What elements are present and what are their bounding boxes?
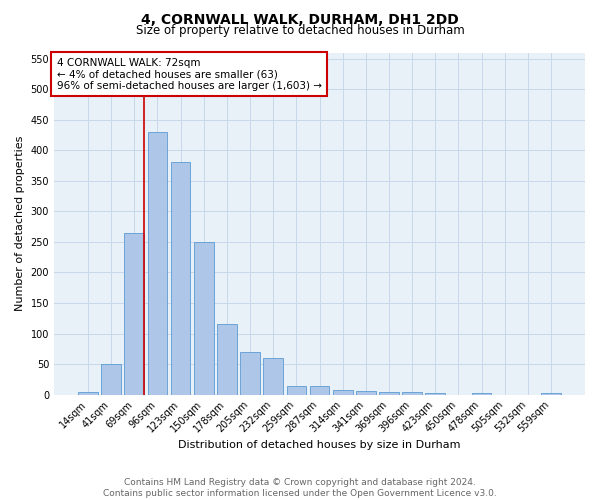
Bar — [356, 391, 376, 394]
Bar — [402, 392, 422, 394]
X-axis label: Distribution of detached houses by size in Durham: Distribution of detached houses by size … — [178, 440, 461, 450]
Text: Size of property relative to detached houses in Durham: Size of property relative to detached ho… — [136, 24, 464, 37]
Bar — [217, 324, 237, 394]
Text: Contains HM Land Registry data © Crown copyright and database right 2024.
Contai: Contains HM Land Registry data © Crown c… — [103, 478, 497, 498]
Text: 4 CORNWALL WALK: 72sqm
← 4% of detached houses are smaller (63)
96% of semi-deta: 4 CORNWALL WALK: 72sqm ← 4% of detached … — [56, 58, 322, 91]
Bar — [148, 132, 167, 394]
Bar — [333, 390, 353, 394]
Bar — [78, 392, 98, 394]
Y-axis label: Number of detached properties: Number of detached properties — [15, 136, 25, 312]
Bar — [101, 364, 121, 394]
Bar — [425, 393, 445, 394]
Text: 4, CORNWALL WALK, DURHAM, DH1 2DD: 4, CORNWALL WALK, DURHAM, DH1 2DD — [141, 12, 459, 26]
Bar — [379, 392, 399, 394]
Bar — [263, 358, 283, 395]
Bar — [194, 242, 214, 394]
Bar — [124, 233, 144, 394]
Bar — [171, 162, 190, 394]
Bar — [240, 352, 260, 395]
Bar — [287, 386, 306, 394]
Bar — [310, 386, 329, 394]
